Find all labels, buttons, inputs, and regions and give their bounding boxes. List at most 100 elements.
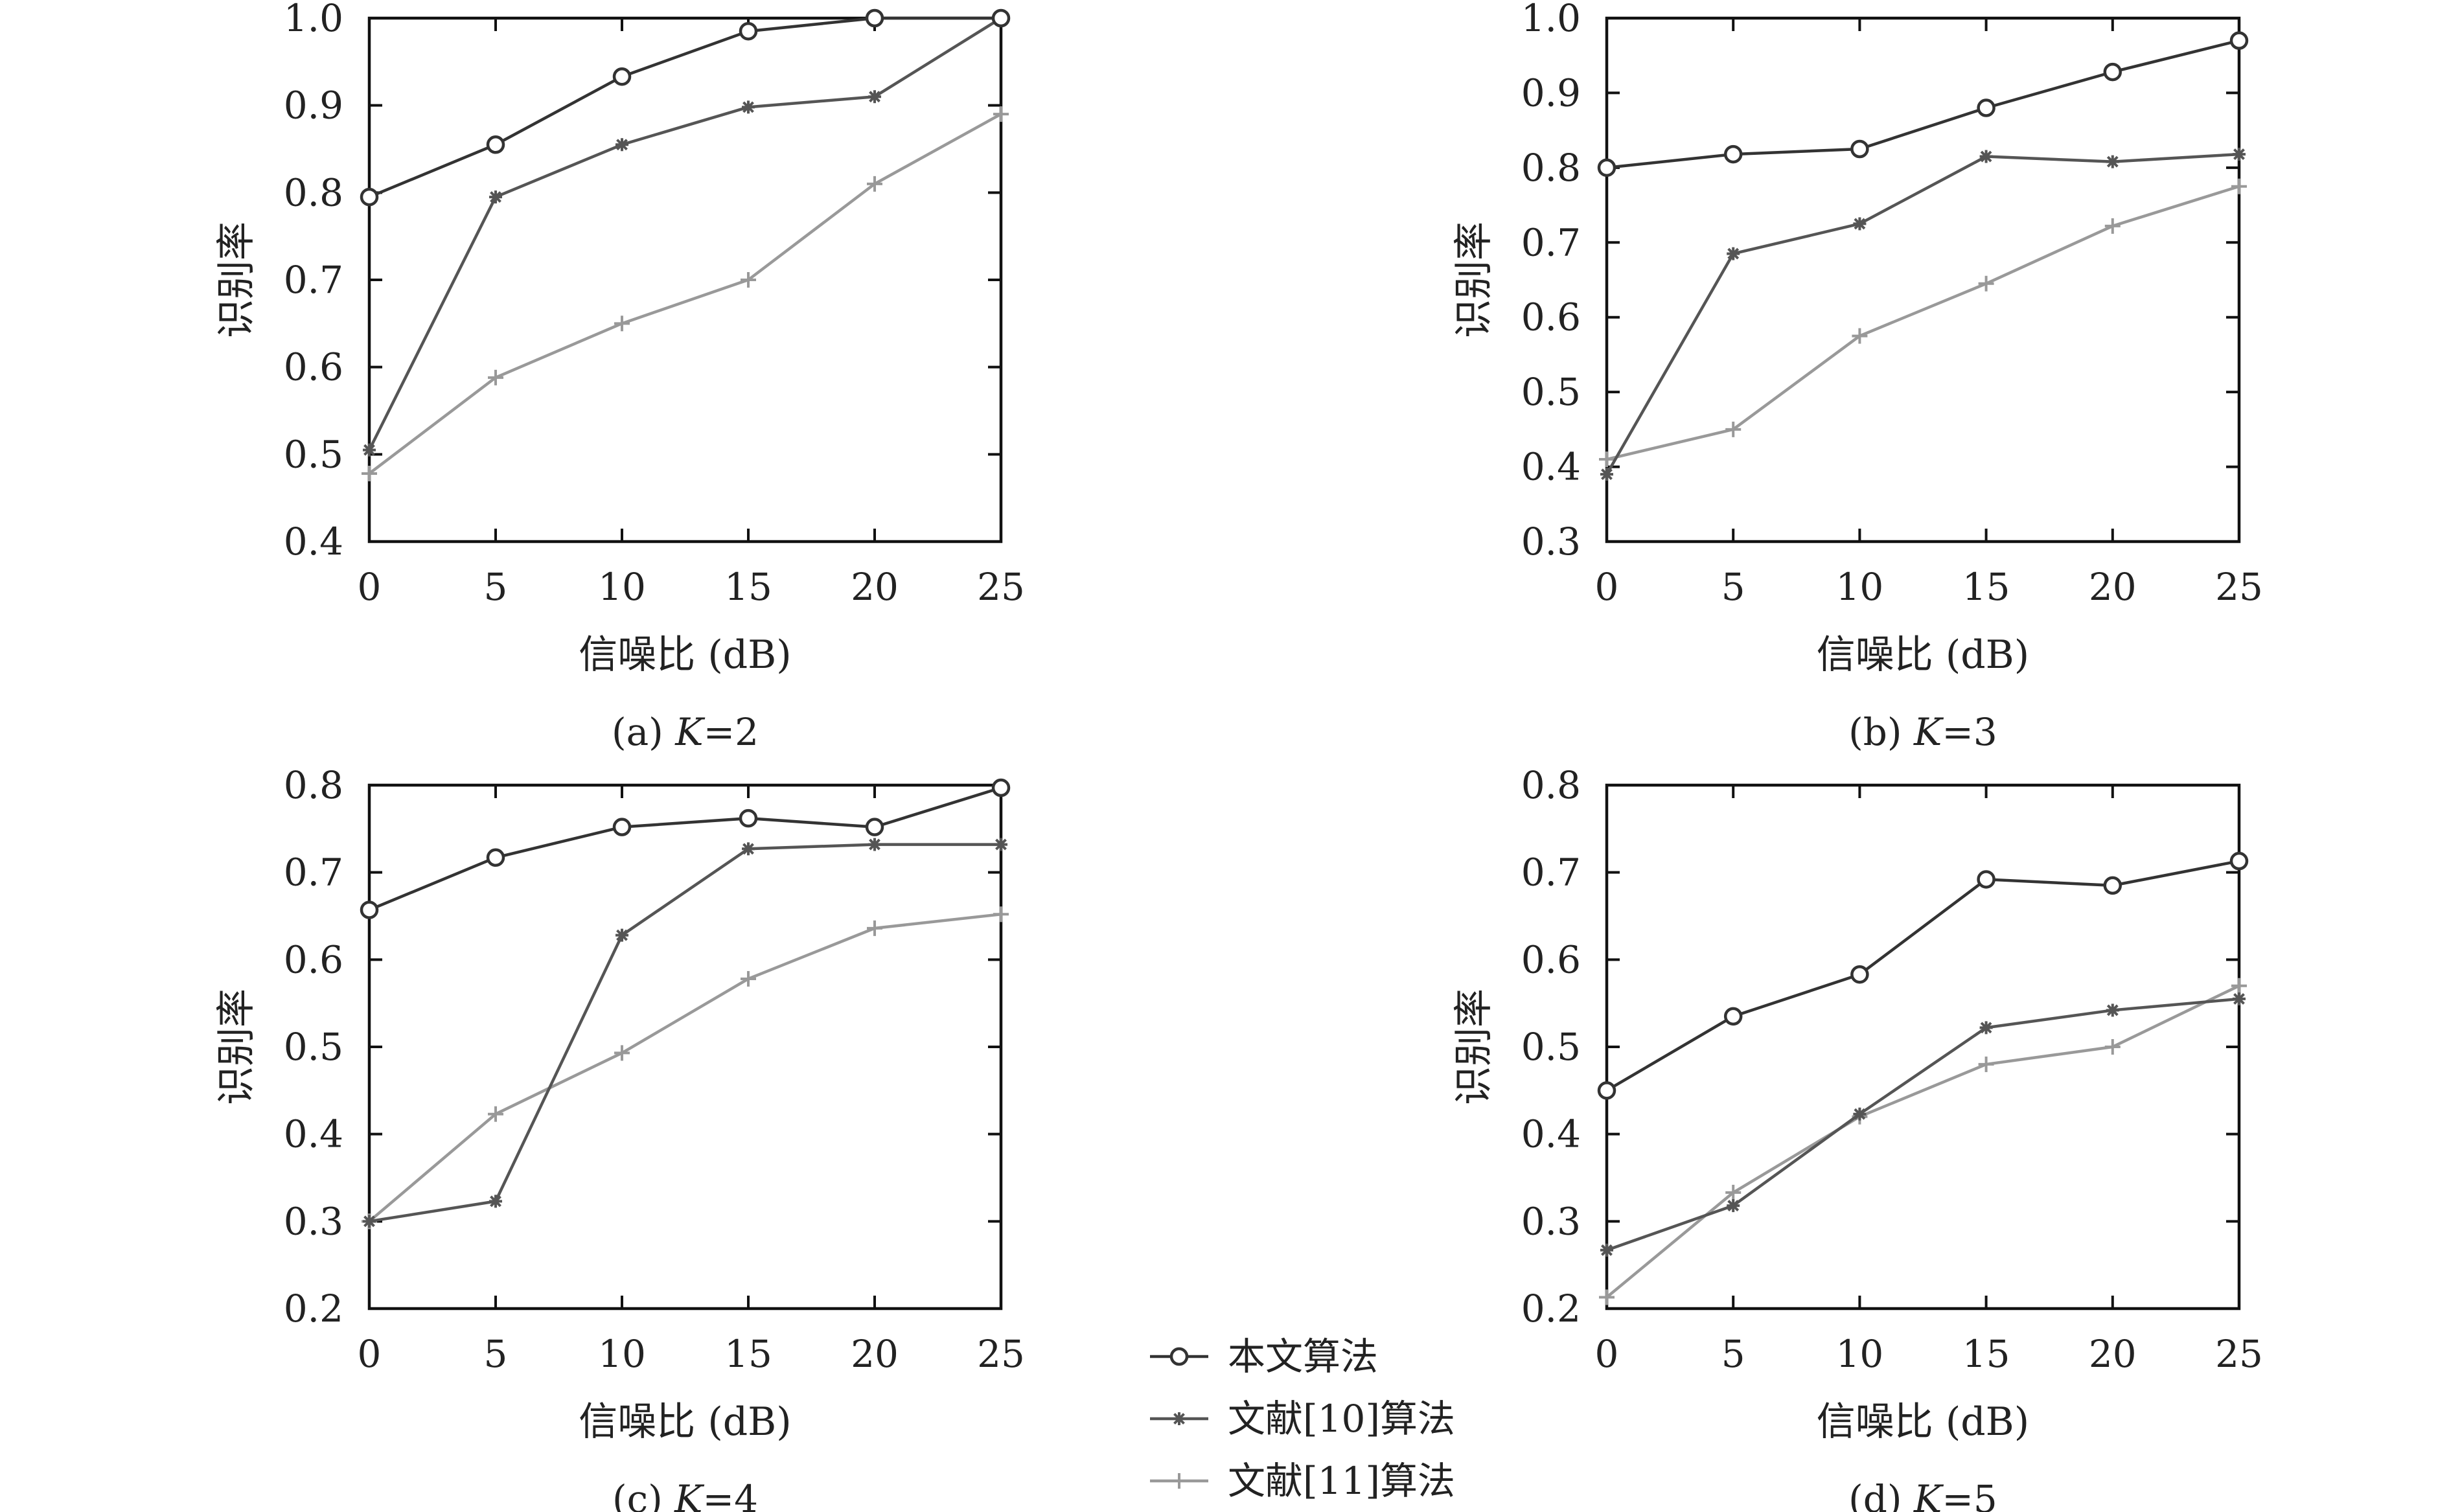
y-tick-label: 0.8	[1521, 763, 1581, 807]
series-line	[1605, 859, 2240, 1092]
plus-marker	[1599, 1289, 1615, 1305]
y-tick-label: 0.6	[284, 345, 343, 389]
y-tick-label: 1.0	[284, 0, 343, 40]
chart-panel-3: 0 5 10 15 20 25 0.2 0.3 0.4 0.5 0.6 0.7 0.8 信噪比 (dB) 识…	[214, 763, 1025, 1512]
circle-marker	[486, 848, 505, 867]
y-tick-label: 0.6	[284, 937, 343, 981]
plus-marker	[614, 1045, 630, 1061]
y-tick-label: 0.5	[284, 432, 343, 476]
asterisk-marker-icon	[1173, 1412, 1186, 1425]
x-tick-label: 15	[724, 1332, 772, 1376]
circle-marker	[2229, 851, 2249, 871]
circle-marker	[1850, 965, 1869, 984]
x-tick-label: 0	[358, 1332, 382, 1376]
asterisk-marker	[489, 190, 502, 204]
caption-prefix: (a)	[612, 710, 675, 754]
series-3	[362, 906, 1009, 1230]
series-line	[369, 786, 1002, 911]
series-line	[1606, 185, 2240, 461]
asterisk-marker	[2106, 1003, 2119, 1017]
circle-marker	[612, 67, 632, 86]
x-tick-label: 0	[1595, 1332, 1619, 1376]
asterisk-marker	[1600, 1243, 1613, 1257]
y-tick-label: 0.4	[1521, 445, 1581, 489]
legend-label: 文献[10]算法	[1228, 1397, 1455, 1441]
x-tick-label: 15	[1962, 565, 2010, 609]
series-1	[360, 8, 1011, 207]
circle-marker	[1850, 139, 1869, 159]
circle-marker	[1977, 870, 1995, 889]
y-tick-label: 0.7	[1521, 851, 1581, 895]
plus-marker	[867, 176, 882, 192]
asterisk-marker	[1600, 468, 1613, 481]
x-tick-label: 20	[2089, 1332, 2137, 1376]
panel-caption: (d) K=5	[1848, 1477, 1997, 1512]
y-tick-label: 0.9	[1521, 71, 1581, 115]
asterisk-marker	[363, 443, 376, 457]
series-line	[367, 17, 1002, 451]
y-axis-title: 识别率	[1451, 222, 1497, 338]
asterisk-marker	[868, 90, 881, 104]
y-tick-label: 0.3	[284, 1199, 343, 1243]
legend-item: 本文算法	[1150, 1334, 1378, 1379]
caption-suffix: =5	[1942, 1477, 1997, 1512]
asterisk-marker	[2233, 992, 2246, 1005]
chart-panel-2: 0 5 10 15 20 25 0.3 0.4 0.5 0.6 0.7 0.8 0.9 1.0 信噪比 (d…	[1451, 0, 2263, 754]
chart-panel-4: 0 5 10 15 20 25 0.2 0.3 0.4 0.5 0.6 0.7 0.8 信噪比 (dB) 识…	[1451, 763, 2263, 1512]
series-line	[369, 843, 1001, 1223]
asterisk-marker	[1727, 1199, 1740, 1213]
plus-marker	[867, 920, 882, 936]
asterisk-marker	[742, 842, 755, 856]
x-axis-title: 信噪比 (dB)	[579, 1399, 791, 1445]
x-tick-label: 10	[598, 565, 646, 609]
series-line	[1605, 152, 2240, 475]
asterisk-marker	[2106, 155, 2119, 168]
x-tick-label: 5	[1721, 1332, 1745, 1376]
y-tick-label: 0.4	[284, 1112, 343, 1156]
y-tick-label: 0.7	[284, 258, 343, 302]
series-3	[362, 106, 1009, 481]
caption-k: K	[1913, 710, 1944, 754]
series-1	[1597, 851, 2249, 1100]
x-tick-label: 10	[598, 1332, 646, 1376]
circle-marker	[2103, 876, 2122, 895]
asterisk-marker	[615, 928, 628, 942]
x-tick-label: 0	[358, 565, 382, 609]
plot-frame	[367, 783, 1003, 1311]
y-axis-title: 识别率	[214, 989, 259, 1105]
series-line	[1605, 984, 2240, 1299]
legend-label: 本文算法	[1228, 1334, 1378, 1379]
series-3	[1599, 178, 2247, 468]
y-tick-label: 0.8	[1521, 146, 1581, 190]
circle-marker	[739, 808, 758, 828]
plus-marker	[362, 465, 377, 481]
caption-prefix: (b)	[1848, 710, 1914, 754]
x-tick-label: 25	[977, 565, 1025, 609]
y-tick-label: 0.8	[284, 763, 343, 807]
x-tick-label: 20	[2089, 565, 2137, 609]
plus-marker	[2104, 218, 2121, 234]
legend-label: 文献[11]算法	[1228, 1459, 1455, 1503]
x-axis-title: 信噪比 (dB)	[579, 632, 791, 678]
asterisk-marker	[1979, 1021, 1993, 1035]
circle-marker	[1723, 1007, 1743, 1026]
series-2	[1600, 992, 2246, 1257]
circle-marker	[612, 818, 632, 836]
y-tick-label: 1.0	[1521, 0, 1581, 40]
circle-marker	[360, 187, 379, 207]
panel-caption: (a) K=2	[612, 710, 759, 754]
x-tick-label: 25	[977, 1332, 1025, 1376]
series-line	[368, 113, 1002, 475]
x-tick-label: 20	[851, 565, 899, 609]
series-line	[368, 913, 1002, 1223]
panel-caption: (b) K=3	[1848, 710, 1997, 754]
asterisk-marker	[995, 838, 1007, 851]
x-tick-label: 10	[1835, 1332, 1883, 1376]
asterisk-marker	[1853, 217, 1867, 231]
circle-marker	[739, 21, 758, 41]
x-tick-label: 15	[724, 565, 772, 609]
y-tick-label: 0.7	[284, 851, 343, 895]
y-tick-label: 0.6	[1521, 295, 1581, 339]
